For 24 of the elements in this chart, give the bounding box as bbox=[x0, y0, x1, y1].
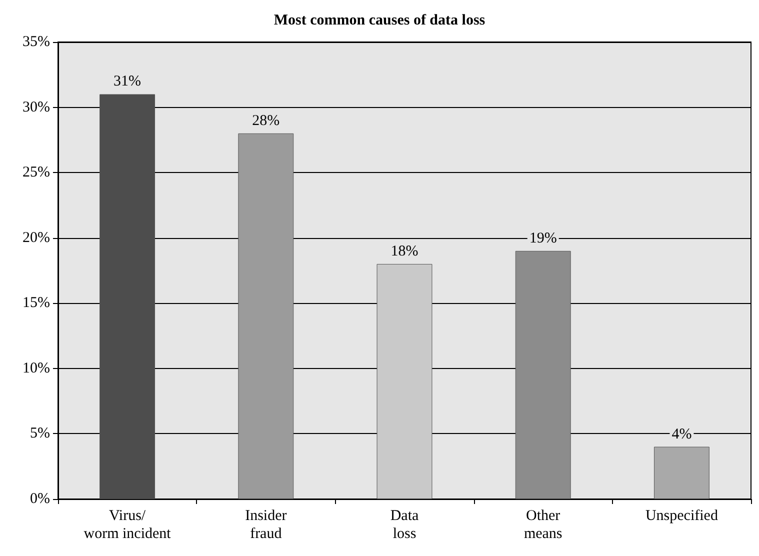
x-tick-label: Other means bbox=[524, 508, 562, 542]
bar bbox=[376, 264, 432, 499]
chart-title: Most common causes of data loss bbox=[274, 12, 486, 28]
y-tick-label: 0% bbox=[30, 491, 50, 507]
y-tick-label: 35% bbox=[22, 34, 50, 50]
data-label: 31% bbox=[114, 74, 142, 90]
y-tick-label: 30% bbox=[22, 99, 50, 116]
data-label: 4% bbox=[672, 426, 692, 442]
data-label: 28% bbox=[252, 112, 280, 129]
y-tick-label: 5% bbox=[30, 426, 50, 442]
y-tick-label: 10% bbox=[22, 360, 50, 376]
x-tick-label: Data loss bbox=[390, 508, 419, 542]
y-tick-label: 20% bbox=[22, 230, 50, 246]
x-tick-label: Unspecified bbox=[645, 508, 718, 524]
bar bbox=[654, 446, 710, 499]
data-label: 18% bbox=[390, 243, 418, 260]
bar bbox=[238, 133, 294, 499]
x-tick-label: Virus/ worm incident bbox=[84, 508, 172, 542]
y-tick-label: 25% bbox=[22, 164, 50, 181]
y-tick-label: 15% bbox=[22, 295, 50, 312]
bar bbox=[100, 94, 156, 499]
x-tick-label: Insider fraud bbox=[245, 508, 287, 542]
bar bbox=[515, 250, 571, 499]
data-label: 19% bbox=[529, 230, 557, 246]
